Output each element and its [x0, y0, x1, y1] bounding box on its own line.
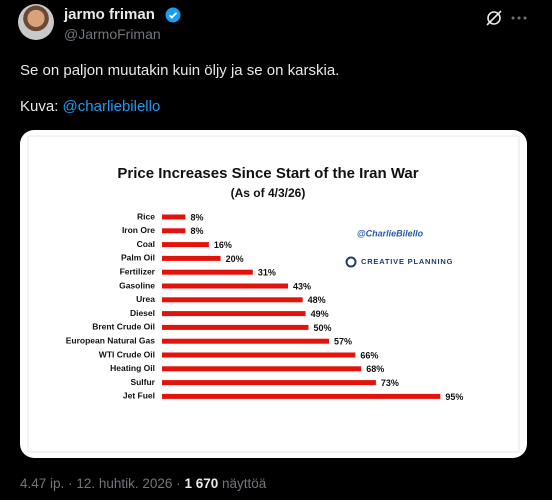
value-label: 95%: [445, 392, 463, 402]
category-label: Sulfur: [130, 377, 155, 387]
bar: [162, 283, 288, 289]
view-label: näyttöä: [222, 476, 267, 491]
separator: ·: [68, 476, 73, 491]
bar: [162, 297, 303, 303]
category-label: Coal: [137, 239, 155, 249]
category-label: European Natural Gas: [66, 335, 156, 345]
bar: [162, 393, 441, 399]
category-label: Urea: [136, 294, 155, 304]
value-label: 43%: [293, 281, 311, 291]
mention-link[interactable]: @charliebilello: [62, 98, 161, 115]
image-prefix: Kuva:: [20, 98, 59, 115]
value-label: 8%: [190, 226, 203, 236]
image-card[interactable]: Price Increases Since Start of the Iran …: [20, 130, 527, 458]
bar: [162, 352, 356, 358]
view-count: 1 670: [184, 476, 219, 491]
category-label: Palm Oil: [121, 253, 155, 263]
category-label: Iron Ore: [122, 225, 155, 235]
bar: [162, 366, 362, 372]
bar: [162, 255, 221, 261]
category-label: Diesel: [130, 308, 155, 318]
bar: [162, 242, 209, 248]
chart-frame: [27, 135, 520, 453]
tweet-footer: 4.47 ip. · 12. huhtik. 2026 · 1 670 näyt…: [20, 476, 266, 491]
watermark: @CharlieBilello: [357, 228, 424, 238]
bar: [162, 214, 186, 220]
chart-title: Price Increases Since Start of the Iran …: [117, 165, 418, 182]
author-handle[interactable]: @JarmoFriman: [64, 26, 161, 42]
image-credit-line: Kuva: @charliebilello: [20, 98, 160, 115]
value-label: 49%: [311, 309, 329, 319]
bar: [162, 338, 330, 344]
category-label: Rice: [137, 211, 155, 221]
value-label: 50%: [314, 323, 332, 333]
value-label: 48%: [308, 295, 326, 305]
value-label: 20%: [226, 254, 244, 264]
logo-text: CREATIVE PLANNING: [361, 257, 453, 266]
bar: [162, 269, 253, 275]
category-label: Jet Fuel: [123, 391, 155, 401]
value-label: 8%: [190, 212, 203, 222]
chart-subtitle: (As of 4/3/26): [231, 186, 306, 200]
bar: [162, 311, 306, 317]
value-label: 16%: [214, 240, 232, 250]
grok-icon[interactable]: [484, 8, 504, 28]
more-icon[interactable]: [509, 8, 529, 28]
category-label: WTI Crude Oil: [99, 349, 155, 359]
value-label: 68%: [366, 364, 384, 374]
category-label: Gasoline: [119, 280, 155, 290]
bar: [162, 324, 309, 330]
tweet-time[interactable]: 4.47 ip.: [20, 476, 65, 491]
logo-icon: [345, 256, 357, 268]
bar: [162, 380, 376, 386]
tweet-date[interactable]: 12. huhtik. 2026: [76, 476, 173, 491]
tweet-text: Se on paljon muutakin kuin öljy ja se on…: [20, 62, 340, 79]
value-label: 66%: [360, 350, 378, 360]
bar: [162, 228, 186, 234]
value-label: 31%: [258, 268, 276, 278]
category-label: Heating Oil: [110, 363, 155, 373]
value-label: 57%: [334, 337, 352, 347]
category-label: Fertilizer: [120, 266, 156, 276]
value-label: 73%: [381, 378, 399, 388]
verified-badge: [165, 7, 181, 23]
chart: Price Increases Since Start of the Iran …: [27, 135, 520, 453]
author-name[interactable]: jarmo friman: [64, 6, 155, 23]
separator: ·: [176, 476, 181, 491]
category-label: Brent Crude Oil: [92, 322, 155, 332]
avatar[interactable]: [18, 4, 54, 40]
